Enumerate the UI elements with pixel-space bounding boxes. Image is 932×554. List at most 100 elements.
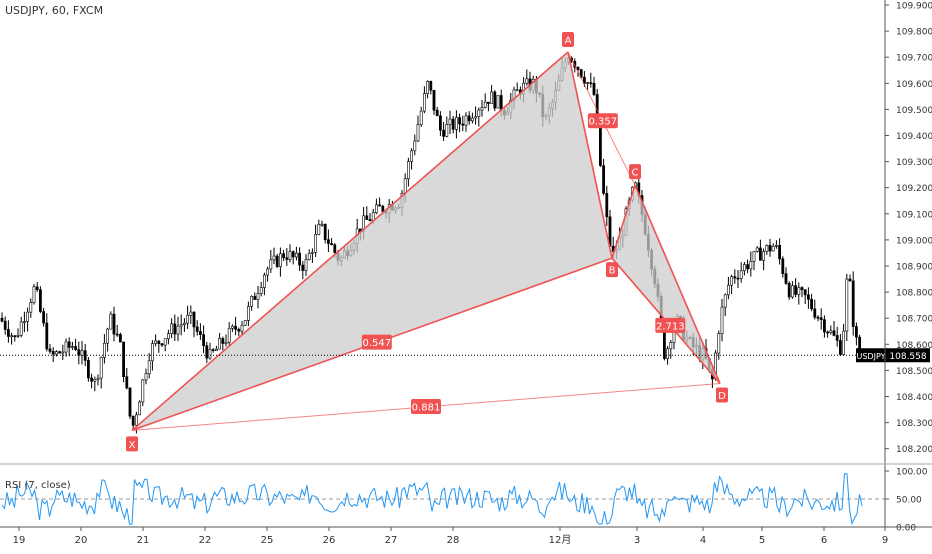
candle-body [762, 251, 766, 261]
price-tick-label: 108.600 [896, 341, 932, 351]
candle-body [205, 345, 209, 359]
candle-body [26, 311, 30, 322]
time-tick-label: 25 [261, 535, 274, 546]
candle-body [42, 311, 46, 324]
candle-body [787, 283, 791, 298]
pattern-ratio-badge [587, 113, 618, 129]
pattern-ratio-badge [361, 334, 392, 350]
pattern-ratio-label: 0.357 [589, 117, 618, 128]
pattern-point-label: A [565, 35, 572, 46]
candle-body [416, 124, 420, 142]
chart-title: USDJPY, 60, FXCM [5, 4, 104, 17]
candle-body [794, 285, 798, 295]
candle-body [816, 316, 820, 319]
candle-body [726, 284, 730, 296]
candle-body [74, 346, 78, 350]
pattern-leg-cd [634, 184, 721, 384]
time-tick-label: 21 [137, 535, 150, 546]
candle-body [64, 341, 68, 353]
candle-body [80, 350, 84, 356]
candle-body [157, 340, 161, 344]
price-tick-label: 109.200 [896, 184, 932, 194]
candle-body [250, 296, 254, 307]
pattern-ratio-label: 0.547 [362, 338, 391, 349]
pattern-point-badge [126, 436, 138, 452]
candle-body [301, 264, 305, 271]
candle-body [822, 319, 826, 333]
candle-body [477, 109, 481, 117]
candle-body [858, 336, 862, 351]
candle-body [77, 349, 81, 356]
price-tick-label: 109.000 [896, 236, 932, 246]
candle-body [429, 81, 433, 91]
candle-body [131, 415, 135, 426]
candle-body [419, 110, 423, 126]
candle-body [48, 348, 52, 352]
candle-body [275, 255, 279, 267]
price-tick-label: 109.500 [896, 106, 932, 116]
pattern-ratio-label: 0.881 [412, 402, 441, 413]
symbol-tag-box [856, 348, 887, 363]
candle-body [486, 101, 490, 104]
candle-body [768, 245, 772, 252]
time-tick-label: 3 [634, 535, 640, 546]
candle-body [218, 338, 222, 350]
pattern-ratio-badge [411, 398, 441, 414]
candle-body [32, 286, 36, 304]
candle-body [141, 379, 145, 403]
candle-body [147, 360, 151, 374]
candle-body [730, 276, 734, 286]
candle-body [298, 252, 302, 266]
candle-body [483, 101, 487, 108]
time-tick-label: 19 [13, 535, 26, 546]
candle-body [186, 314, 190, 324]
candle-body [13, 335, 17, 338]
candle-body [589, 82, 593, 84]
price-tick-label: 109.700 [896, 54, 932, 64]
candle-body [151, 343, 154, 362]
candle-body [314, 234, 318, 253]
candle-body [842, 330, 846, 355]
candle-body [467, 115, 471, 122]
pattern-leg-xa [131, 51, 569, 432]
rsi-tick-label: 0.00 [896, 524, 916, 534]
price-tick-label: 109.900 [896, 2, 932, 12]
candle-body [330, 243, 334, 246]
candle-body [259, 287, 263, 294]
candle-body [294, 252, 298, 258]
time-tick-label: 6 [821, 535, 827, 546]
time-tick-label: 28 [447, 535, 460, 546]
candle-body [438, 115, 442, 131]
pattern-point-badge [716, 387, 728, 403]
time-tick-label: 9 [882, 535, 888, 546]
candle-body [413, 140, 417, 152]
candle-body [10, 335, 14, 338]
candle-body [432, 89, 436, 111]
candle-body [0, 317, 4, 322]
candle-body [410, 150, 414, 162]
last-price-label: 108.558 [889, 352, 926, 362]
candle-body [829, 330, 833, 333]
candle-body [851, 280, 855, 327]
candle-body [211, 349, 215, 351]
candle-body [51, 351, 55, 355]
candle-body [122, 341, 126, 377]
candle-body [192, 311, 196, 328]
candle-body [723, 294, 727, 308]
candle-body [61, 351, 65, 354]
candle-body [838, 340, 842, 355]
pattern-point-label: D [718, 391, 726, 402]
candle-body [426, 81, 430, 94]
candle-body [368, 219, 372, 221]
candle-body [71, 346, 74, 348]
candle-body [451, 118, 455, 130]
candle-body [144, 373, 148, 381]
price-tick-label: 108.500 [896, 367, 932, 377]
candle-body [128, 387, 132, 417]
candle-body [125, 376, 129, 389]
candle-body [381, 205, 385, 212]
candle-body [288, 251, 292, 260]
candle-body [474, 116, 478, 119]
candle-body [202, 334, 206, 346]
time-tick-label: 12月 [549, 534, 572, 546]
